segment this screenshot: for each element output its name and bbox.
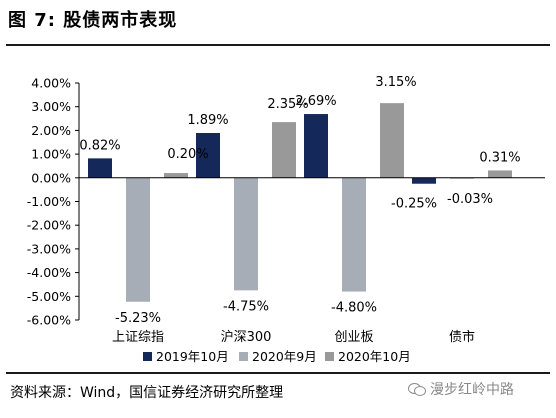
bar	[234, 177, 258, 291]
data-label: 2.35%	[267, 97, 308, 112]
source-rule	[6, 372, 550, 374]
wechat-icon	[408, 382, 426, 396]
legend-swatch	[325, 352, 334, 361]
data-label: 2.69%	[295, 94, 336, 109]
y-tick-label: 0.00%	[31, 170, 71, 185]
x-tick-label: 上证综指	[112, 330, 164, 345]
y-tick-label: -2.00%	[27, 218, 71, 233]
data-label: -4.75%	[223, 299, 269, 314]
bar-chart: 4.00% 3.00% 2.00% 1.00% 0.00% -1.00% -2.00% -3.…	[27, 75, 545, 364]
y-tick-label: 4.00%	[31, 76, 71, 91]
y-tick-label: 1.00%	[31, 147, 71, 162]
data-label: 0.82%	[79, 138, 120, 153]
legend-label: 2019年10月	[156, 349, 229, 364]
data-label: 1.89%	[187, 113, 228, 128]
x-tick-label: 债市	[449, 329, 475, 345]
legend-swatch	[143, 352, 152, 361]
y-tick-label: -4.00%	[27, 265, 71, 280]
y-tick-label: -3.00%	[27, 241, 71, 256]
bar	[164, 173, 188, 178]
bars	[88, 103, 512, 302]
y-tick-label: 2.00%	[31, 123, 71, 138]
watermark: 漫步红岭中路	[408, 379, 514, 399]
y-tick-label: -5.00%	[27, 289, 71, 304]
x-tick-label: 创业板	[334, 330, 373, 345]
x-axis: 上证综指 沪深300 创业板 债市	[79, 177, 545, 345]
y-tick-label: 3.00%	[31, 99, 71, 114]
bar	[196, 133, 220, 178]
legend-label: 2020年10月	[338, 349, 411, 364]
data-label: -4.80%	[331, 301, 377, 316]
figure-title: 图 7: 股债两市表现	[8, 10, 178, 31]
legend-swatch	[239, 352, 248, 361]
data-label: -5.23%	[115, 311, 161, 326]
y-axis: 4.00% 3.00% 2.00% 1.00% 0.00% -1.00% -2.00% -3.…	[27, 76, 80, 328]
data-label: 0.20%	[167, 147, 208, 162]
source-note: 资料来源：Wind，国信证券经济研究所整理	[10, 385, 284, 401]
title-rule	[6, 44, 550, 46]
bar	[126, 177, 150, 302]
bar	[380, 103, 404, 178]
x-tick-label: 沪深300	[221, 329, 272, 345]
bar	[88, 158, 112, 178]
bar	[304, 114, 328, 178]
data-label: 0.31%	[479, 150, 520, 165]
data-label: -0.25%	[391, 197, 437, 212]
data-label: 3.15%	[375, 75, 416, 90]
y-tick-label: -6.00%	[27, 313, 71, 328]
watermark-text: 漫步红岭中路	[430, 382, 514, 398]
bar	[342, 177, 366, 292]
bar	[272, 122, 296, 178]
bar	[488, 170, 512, 178]
legend: 2019年10月 2020年9月 2020年10月	[143, 349, 411, 364]
data-labels: 0.82% 1.89% 2.69% -0.25% -5.23% -4.75% -4.80% -…	[79, 75, 520, 326]
data-label: -0.03%	[447, 192, 493, 207]
bar	[412, 177, 436, 184]
legend-label: 2020年9月	[252, 349, 317, 364]
y-tick-label: -1.00%	[27, 194, 71, 209]
